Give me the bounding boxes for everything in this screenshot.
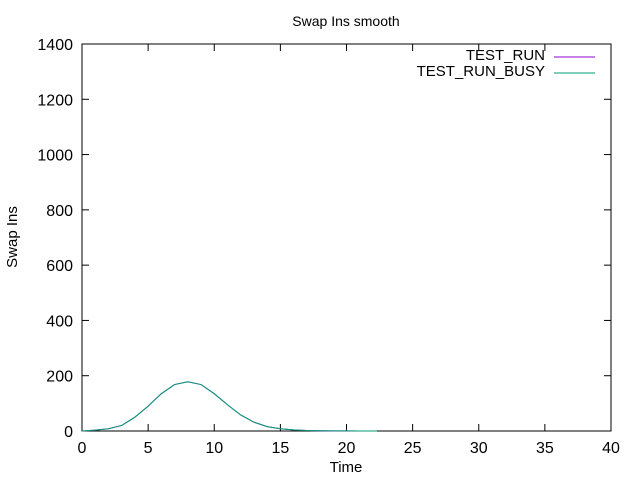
x-tick-label: 35 [536, 440, 554, 457]
y-tick-label: 600 [46, 258, 73, 275]
series-line-test-run-busy [81, 381, 377, 432]
y-axis: 0 200 400 600 800 1000 1200 1400 [37, 37, 611, 441]
x-tick-label: 10 [205, 440, 223, 457]
y-tick-label: 1000 [37, 148, 73, 165]
chart-title: Swap Ins smooth [292, 13, 399, 29]
y-tick-label: 1400 [37, 37, 73, 54]
y-axis-label: Swap Ins [4, 206, 21, 268]
x-tick-label: 40 [602, 440, 620, 457]
x-tick-label: 30 [470, 440, 488, 457]
legend-label: TEST_RUN_BUSY [417, 63, 545, 80]
legend-label: TEST_RUN [466, 47, 545, 64]
x-tick-label: 15 [271, 440, 289, 457]
series-lines [81, 381, 377, 432]
x-axis-label: Time [330, 459, 363, 476]
x-axis: 0 5 10 15 20 25 30 35 40 [78, 44, 620, 457]
y-tick-label: 400 [46, 313, 73, 330]
y-tick-label: 1200 [37, 92, 73, 109]
x-tick-label: 0 [78, 440, 87, 457]
y-tick-label: 200 [46, 369, 73, 386]
plot-frame [81, 43, 612, 432]
y-tick-label: 800 [46, 203, 73, 220]
x-tick-label: 25 [404, 440, 422, 457]
y-tick-label: 0 [64, 424, 73, 441]
x-tick-label: 5 [144, 440, 153, 457]
x-tick-label: 20 [338, 440, 356, 457]
